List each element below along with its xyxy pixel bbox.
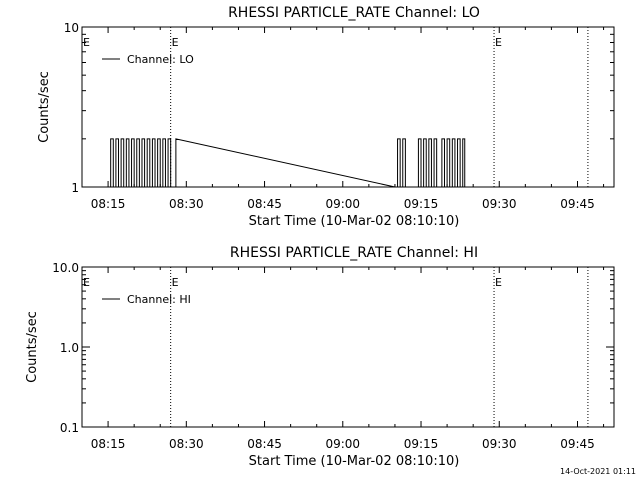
x-tick-label: 09:30	[482, 197, 517, 211]
x-tick-label: 08:30	[169, 197, 204, 211]
x-tick-label: 09:15	[404, 437, 439, 451]
y-tick-label: 1	[71, 181, 79, 195]
event-marker-label: E	[83, 36, 90, 49]
chart-title: RHESSI PARTICLE_RATE Channel: HI	[230, 245, 478, 261]
x-tick-label: 08:30	[169, 437, 204, 451]
x-tick-label: 08:45	[247, 197, 282, 211]
x-axis-label: Start Time (10-Mar-02 08:10:10)	[249, 214, 460, 229]
x-axis-label: Start Time (10-Mar-02 08:10:10)	[249, 454, 460, 469]
x-tick-label: 09:45	[560, 437, 595, 451]
x-tick-label: 09:00	[325, 197, 360, 211]
y-axis-label: Counts/sec	[25, 311, 40, 383]
x-tick-label: 08:15	[91, 197, 126, 211]
chart-panel-hi: RHESSI PARTICLE_RATE Channel: HI 08:15 08:…	[25, 245, 615, 469]
x-tick-label: 09:00	[325, 437, 360, 451]
x-tick-label: 09:15	[404, 197, 439, 211]
x-tick-label: 08:15	[91, 437, 126, 451]
event-marker-label: E	[495, 276, 502, 289]
plot-frame	[81, 26, 615, 188]
legend-label: Channel: LO	[127, 53, 194, 66]
y-tick-label: 10	[64, 21, 79, 35]
y-tick-label: 10.0	[52, 261, 79, 275]
y-axis-label: Counts/sec	[37, 71, 52, 143]
chart-title: RHESSI PARTICLE_RATE Channel: LO	[228, 5, 480, 21]
y-tick-label: 1.0	[60, 341, 79, 355]
footer-timestamp: 14-Oct-2021 01:11	[560, 467, 636, 476]
legend-label: Channel: HI	[127, 293, 191, 306]
x-tick-label: 09:45	[560, 197, 595, 211]
x-tick-label: 09:30	[482, 437, 517, 451]
y-tick-label: 0.1	[60, 421, 79, 435]
plot-frame	[81, 266, 615, 428]
chart-panel-lo: RHESSI PARTICLE_RATE Channel: LO 08:15 08:…	[37, 5, 615, 229]
x-tick-label: 08:45	[247, 437, 282, 451]
event-marker-label: E	[495, 36, 502, 49]
event-marker-label: E	[172, 36, 179, 49]
series-line-0	[108, 138, 466, 188]
event-marker-label: E	[172, 276, 179, 289]
event-marker-label: E	[83, 276, 90, 289]
